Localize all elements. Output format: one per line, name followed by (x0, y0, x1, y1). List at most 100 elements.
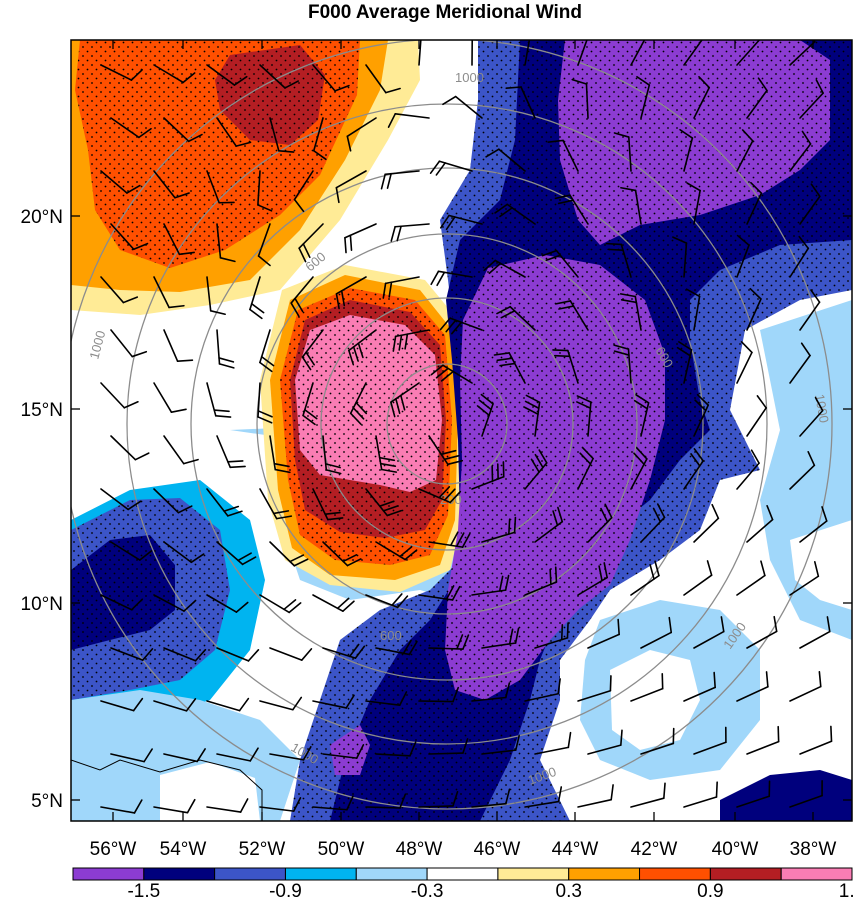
wind-barb (555, 300, 589, 331)
wind-barb (216, 747, 259, 762)
wind-barb (259, 797, 302, 812)
wind-barb (418, 790, 459, 808)
wind-barb (206, 488, 243, 517)
wind-barb (259, 696, 303, 711)
colorbar-swatch (214, 867, 286, 881)
wind-barb (576, 395, 592, 437)
wind-barb (736, 129, 754, 172)
wind-barb (163, 329, 194, 362)
wind-barb (577, 675, 612, 702)
wind-barb (100, 382, 139, 409)
wind-barb (494, 203, 536, 225)
center-positive-anomaly (230, 265, 470, 600)
wind-barb (269, 117, 295, 153)
wind-barb (605, 242, 632, 278)
wind-barb (476, 393, 494, 437)
wind-barb (613, 132, 632, 172)
x-tick-label: 46°W (474, 839, 521, 860)
wind-barb (100, 170, 141, 194)
wind-barb (418, 585, 461, 601)
x-tick-label: 40°W (712, 839, 759, 860)
range-ring-400 (320, 297, 574, 551)
east-stipple (290, 40, 852, 821)
wind-barb (302, 382, 318, 426)
wind-barb (269, 541, 309, 567)
wind-barb (298, 223, 324, 263)
wind-barb (322, 744, 365, 759)
wind-barb (375, 541, 418, 561)
wind-barb (439, 214, 483, 231)
wind-barb (290, 276, 314, 317)
wind-barb (428, 435, 464, 466)
wind-barb (269, 746, 312, 761)
wind-barb (746, 77, 768, 119)
wind-barb (259, 488, 293, 520)
wind-barb (428, 738, 469, 755)
wind-barb (365, 488, 403, 517)
x-tick-label: 48°W (396, 839, 443, 860)
wind-barb (390, 223, 430, 242)
wind-barb (153, 698, 197, 712)
wind-barb (216, 647, 260, 662)
wind-barb (799, 289, 821, 331)
wind-barb (789, 40, 816, 66)
range-ring-200 (386, 363, 508, 485)
colorbar-swatch (355, 867, 428, 881)
wind-barb (110, 541, 153, 561)
wind-barb (471, 574, 510, 596)
se-light-patches (71, 300, 852, 821)
wind-barb (672, 236, 688, 278)
wind-barb (346, 117, 377, 152)
wind-barb (249, 276, 265, 320)
wind-barb (736, 449, 760, 490)
x-tick-label: 38°W (790, 839, 837, 860)
wind-barb (679, 128, 694, 172)
wind-barb (257, 170, 273, 212)
wind-barb (153, 594, 196, 612)
wind-barb (481, 627, 520, 649)
wind-barb (216, 117, 252, 147)
wind-barb (312, 488, 344, 521)
wind-barb (110, 435, 150, 461)
wind-barb (216, 329, 235, 369)
wind-barb (259, 329, 275, 373)
se-white-b (790, 520, 852, 610)
wind-barb (257, 223, 271, 267)
nw-positive-anomaly (71, 40, 420, 315)
colorbar-swatch (143, 867, 216, 881)
wind-barbs (100, 40, 833, 814)
wind-barb (428, 634, 470, 650)
sw-bottom-white-2 (160, 762, 260, 821)
wind-barb (496, 305, 536, 331)
coastline (71, 759, 263, 821)
wind-barb (335, 170, 367, 204)
wind-barb (683, 671, 716, 702)
wind-barb (153, 64, 196, 84)
wind-barb (693, 616, 725, 649)
wind-barb (630, 447, 648, 490)
wind-barb (418, 686, 460, 703)
wind-barb (799, 79, 824, 119)
wind-barb (534, 731, 572, 755)
wind-barb (110, 748, 153, 763)
wind-barb (736, 780, 771, 808)
range-rings (71, 40, 833, 810)
wind-barb (789, 670, 822, 702)
wind-barb (534, 622, 569, 649)
wind-barb (322, 541, 362, 567)
wind-barb (746, 725, 780, 755)
wind-barb (153, 276, 185, 309)
wind-barb (206, 382, 232, 418)
wind-barb (789, 342, 811, 384)
wind-barb (693, 503, 720, 543)
wind-barb (110, 329, 148, 358)
wind-barb (442, 95, 483, 119)
wind-barb (693, 726, 727, 755)
wind-barb (640, 503, 666, 543)
wind-barb (163, 223, 195, 256)
wind-barb (789, 560, 820, 596)
range-ring-1200 (71, 40, 833, 810)
colorbar-label: -1.5 (127, 881, 160, 900)
y-tick-label: 20°N (21, 207, 63, 228)
wind-barb (613, 344, 632, 384)
